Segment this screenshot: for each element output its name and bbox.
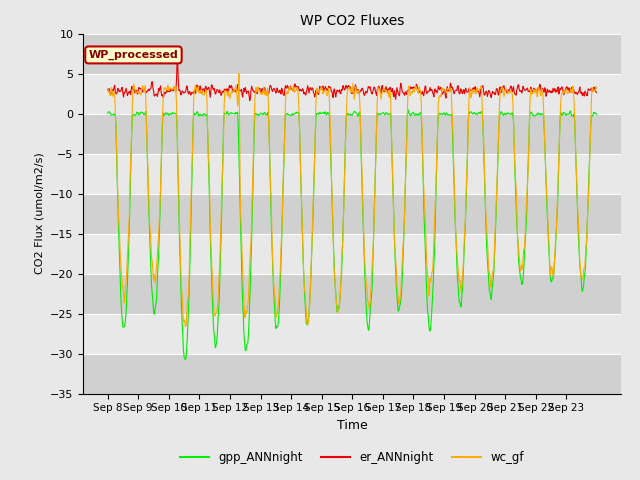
Bar (83, 274, 621, 313)
Bar (83, 34, 621, 73)
Bar (83, 193, 621, 234)
Bar (83, 354, 621, 394)
Title: WP CO2 Fluxes: WP CO2 Fluxes (300, 14, 404, 28)
Y-axis label: CO2 Flux (umol/m2/s): CO2 Flux (umol/m2/s) (35, 153, 44, 275)
X-axis label: Time: Time (337, 419, 367, 432)
Legend: gpp_ANNnight, er_ANNnight, wc_gf: gpp_ANNnight, er_ANNnight, wc_gf (175, 446, 529, 469)
Bar (83, 114, 621, 154)
Text: WP_processed: WP_processed (88, 50, 179, 60)
